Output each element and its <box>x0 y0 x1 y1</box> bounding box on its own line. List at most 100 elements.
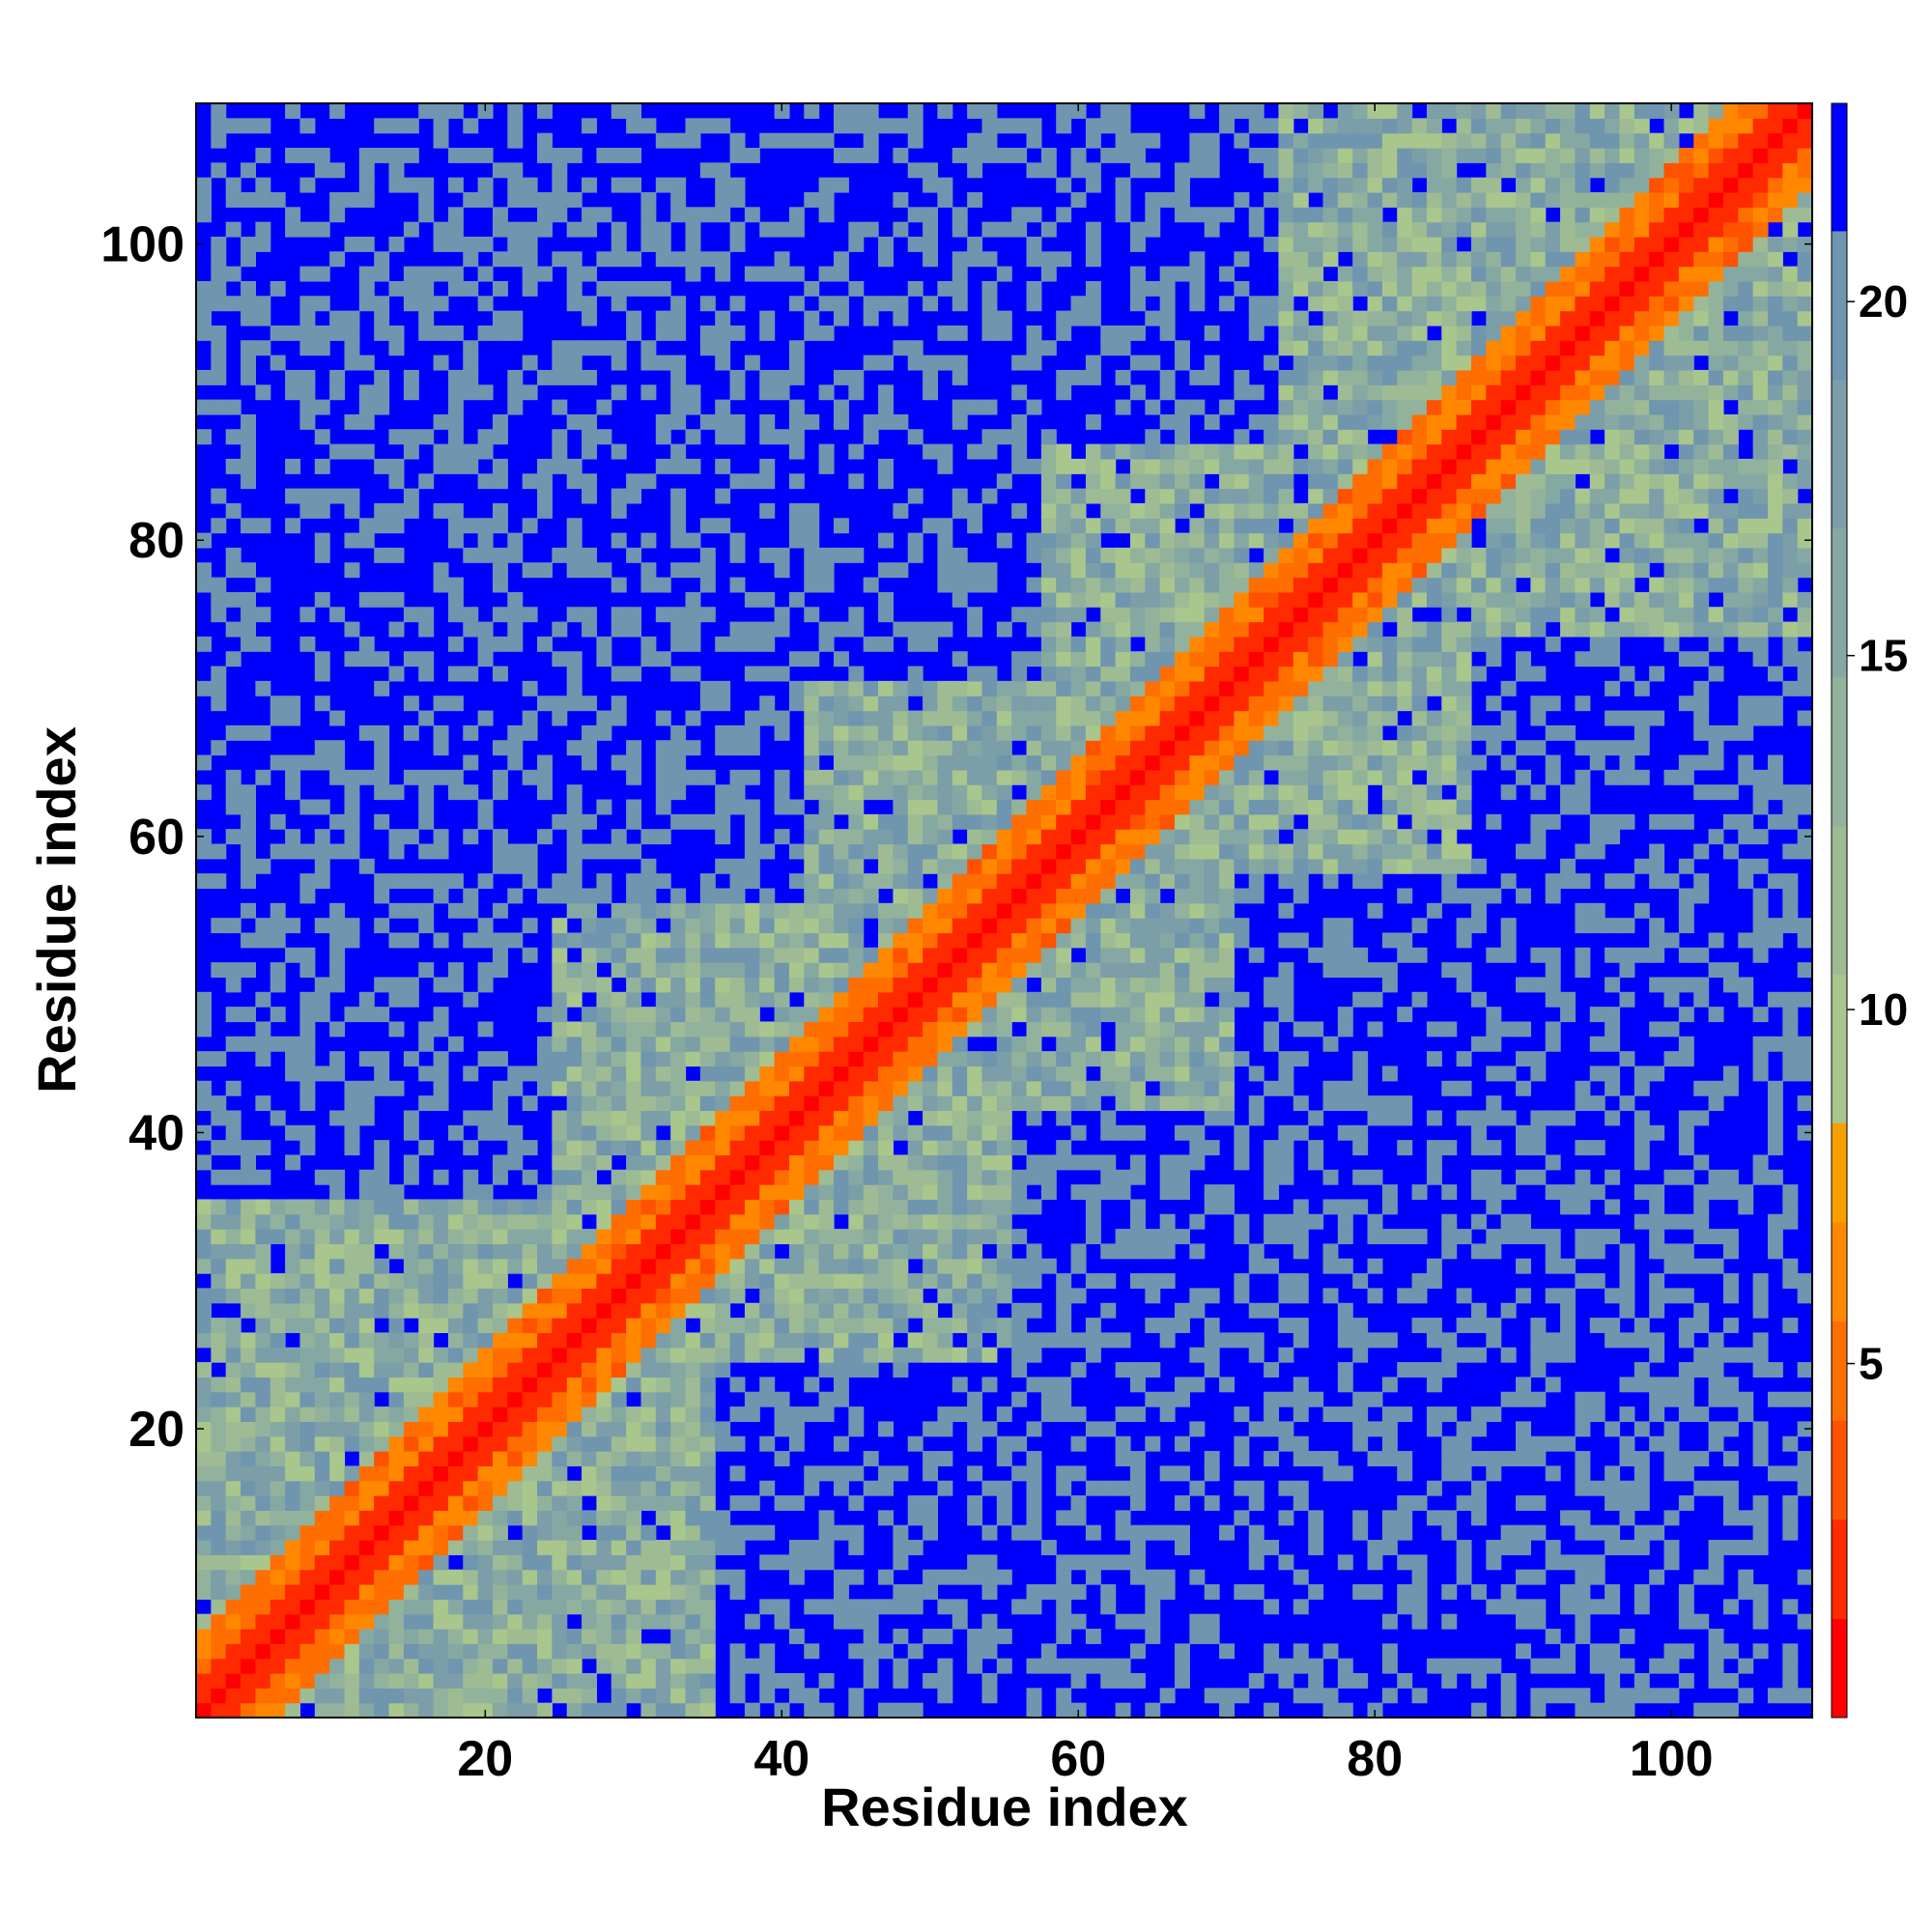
heatmap-cell <box>833 1332 849 1349</box>
heatmap-cell <box>878 1273 894 1290</box>
heatmap-cell <box>1234 829 1250 845</box>
heatmap-cell <box>729 1229 746 1245</box>
heatmap-cell <box>655 1051 671 1067</box>
heatmap-cell <box>967 1435 983 1452</box>
heatmap-cell <box>403 1169 419 1185</box>
heatmap-cell <box>670 1318 687 1334</box>
heatmap-cell <box>270 932 286 949</box>
heatmap-cell <box>759 1065 776 1082</box>
heatmap-cell <box>818 724 835 741</box>
heatmap-cell <box>492 325 508 341</box>
heatmap-cell <box>878 1243 894 1260</box>
heatmap-cell <box>1293 888 1309 904</box>
heatmap-cell <box>937 829 953 845</box>
heatmap-cell <box>1115 1362 1131 1378</box>
heatmap-cell <box>299 1658 316 1674</box>
heatmap-cell <box>1159 1465 1176 1482</box>
heatmap-cell <box>1145 991 1161 1008</box>
heatmap-cell <box>211 1169 227 1185</box>
heatmap-cell <box>1129 784 1146 801</box>
heatmap-cell <box>878 1080 894 1096</box>
heatmap-cell <box>1040 162 1057 179</box>
heatmap-cell <box>981 1007 998 1023</box>
heatmap-cell <box>1278 754 1294 771</box>
heatmap-cell <box>211 1051 227 1067</box>
heatmap-cell <box>611 103 627 119</box>
heatmap-cell <box>1129 547 1146 563</box>
heatmap-cell <box>655 651 671 668</box>
heatmap-cell <box>1026 118 1042 134</box>
heatmap-cell <box>299 1051 316 1067</box>
heatmap-cell <box>759 369 776 385</box>
heatmap-cell <box>225 1124 242 1141</box>
heatmap-cell <box>1264 562 1280 579</box>
heatmap-cell <box>344 1347 360 1363</box>
heatmap-cell <box>1204 413 1220 430</box>
heatmap-cell <box>878 413 894 430</box>
heatmap-cell <box>433 1391 449 1407</box>
heatmap-cell <box>433 1421 449 1437</box>
heatmap-cell <box>537 1480 553 1496</box>
heatmap-cell <box>981 443 998 460</box>
heatmap-cell <box>1100 103 1117 119</box>
heatmap-cell <box>492 769 508 785</box>
heatmap-cell <box>552 1243 568 1260</box>
heatmap-cell <box>463 1421 479 1437</box>
heatmap-cell <box>1189 266 1206 282</box>
heatmap-cell <box>729 1154 746 1171</box>
heatmap-cell <box>788 1318 805 1334</box>
heatmap-cell <box>848 1169 865 1185</box>
heatmap-cell <box>285 369 301 385</box>
heatmap-cell <box>788 843 805 860</box>
heatmap-cell <box>566 1702 582 1719</box>
heatmap-cell <box>403 1510 419 1526</box>
heatmap-cell <box>804 1213 820 1230</box>
heatmap-cell <box>937 458 953 474</box>
heatmap-cell <box>626 799 642 815</box>
heatmap-cell <box>522 843 538 860</box>
heatmap-cell <box>699 977 716 993</box>
heatmap-cell <box>477 1213 494 1230</box>
heatmap-cell <box>463 1288 479 1304</box>
heatmap-cell <box>1234 502 1250 519</box>
heatmap-cell <box>1026 740 1042 756</box>
heatmap-cell <box>552 1110 568 1126</box>
heatmap-cell <box>967 902 983 919</box>
heatmap-cell <box>299 1243 316 1260</box>
heatmap-cell <box>729 1095 746 1112</box>
heatmap-cell <box>299 1524 316 1541</box>
heatmap-cell <box>729 1065 746 1082</box>
heatmap-cell <box>1026 607 1042 623</box>
heatmap-cell <box>833 118 849 134</box>
heatmap-cell <box>833 310 849 327</box>
heatmap-cell <box>211 607 227 623</box>
heatmap-cell <box>552 369 568 385</box>
heatmap-cell <box>759 591 776 608</box>
heatmap-cell <box>1085 280 1101 297</box>
heatmap-cell <box>907 947 923 963</box>
heatmap-cell <box>1070 191 1087 208</box>
heatmap-cell <box>670 1658 687 1674</box>
heatmap-cell <box>655 1080 671 1096</box>
heatmap-cell <box>596 1421 612 1437</box>
heatmap-cell <box>285 1347 301 1363</box>
heatmap-cell <box>196 1584 212 1600</box>
heatmap-cell <box>477 1480 494 1496</box>
heatmap-cell <box>358 532 375 549</box>
heatmap-cell <box>1234 577 1250 593</box>
heatmap-cell <box>358 1629 375 1644</box>
heatmap-cell <box>640 280 657 297</box>
heatmap-cell <box>893 932 909 949</box>
heatmap-cell <box>344 1495 360 1511</box>
heatmap-cell <box>626 1554 642 1571</box>
heatmap-cell <box>299 266 316 282</box>
heatmap-cell <box>447 1584 464 1600</box>
heatmap-cell <box>241 1510 256 1526</box>
heatmap-cell <box>1159 1036 1176 1052</box>
heatmap-cell <box>967 1273 983 1290</box>
heatmap-cell <box>492 636 508 652</box>
heatmap-cell <box>1011 991 1028 1008</box>
heatmap-cell <box>996 1154 1012 1171</box>
heatmap-cell <box>566 1124 582 1141</box>
heatmap-cell <box>403 991 419 1008</box>
